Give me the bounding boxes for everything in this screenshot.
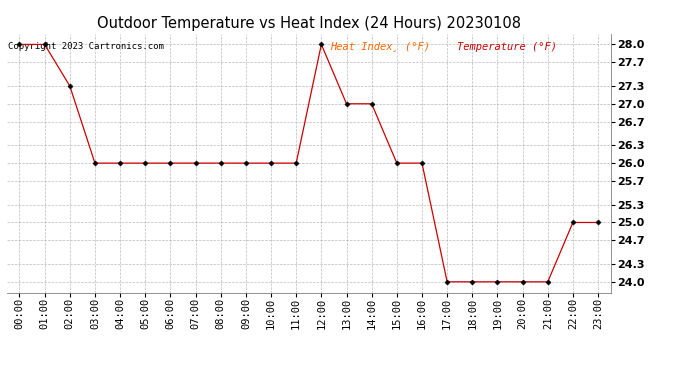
Text: Temperature (°F): Temperature (°F) [457, 42, 557, 51]
Title: Outdoor Temperature vs Heat Index (24 Hours) 20230108: Outdoor Temperature vs Heat Index (24 Ho… [97, 16, 521, 31]
Text: Copyright 2023 Cartronics.com: Copyright 2023 Cartronics.com [8, 42, 164, 51]
Text: Heat Index¸ (°F): Heat Index¸ (°F) [330, 42, 430, 51]
